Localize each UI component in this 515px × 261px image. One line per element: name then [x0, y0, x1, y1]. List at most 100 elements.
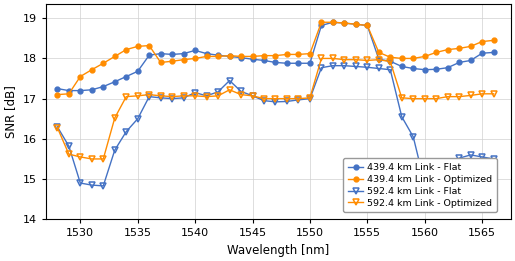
- 439.4 km Link - Optimized: [490, 39, 496, 42]
- 592.4 km Link - Flat: [238, 90, 244, 93]
- Y-axis label: SNR [dB]: SNR [dB]: [4, 85, 17, 138]
- 592.4 km Link - Optimized: [456, 95, 462, 98]
- 592.4 km Link - Optimized: [399, 96, 405, 99]
- 439.4 km Link - Flat: [296, 62, 302, 65]
- Line: 439.4 km Link - Flat: 439.4 km Link - Flat: [55, 20, 496, 93]
- 439.4 km Link - Optimized: [215, 55, 221, 58]
- 592.4 km Link - Optimized: [272, 97, 279, 100]
- 439.4 km Link - Flat: [134, 70, 141, 73]
- 592.4 km Link - Flat: [123, 130, 129, 133]
- 439.4 km Link - Optimized: [146, 44, 152, 47]
- 439.4 km Link - Flat: [272, 61, 279, 64]
- 592.4 km Link - Optimized: [364, 59, 370, 62]
- 439.4 km Link - Flat: [54, 87, 60, 90]
- 592.4 km Link - Flat: [169, 97, 175, 100]
- 592.4 km Link - Optimized: [330, 57, 336, 60]
- 439.4 km Link - Flat: [158, 52, 164, 55]
- 592.4 km Link - Flat: [341, 64, 348, 67]
- 439.4 km Link - Flat: [433, 68, 439, 71]
- 592.4 km Link - Optimized: [341, 58, 348, 61]
- 439.4 km Link - Optimized: [249, 55, 255, 58]
- 439.4 km Link - Optimized: [169, 60, 175, 63]
- 592.4 km Link - Flat: [112, 149, 118, 152]
- 592.4 km Link - Optimized: [307, 96, 313, 99]
- 439.4 km Link - Flat: [376, 58, 382, 61]
- 592.4 km Link - Optimized: [112, 116, 118, 120]
- 592.4 km Link - Optimized: [284, 97, 290, 100]
- 439.4 km Link - Flat: [410, 67, 416, 70]
- 439.4 km Link - Flat: [227, 55, 233, 58]
- 439.4 km Link - Optimized: [296, 53, 302, 56]
- 592.4 km Link - Flat: [422, 182, 428, 185]
- 592.4 km Link - Flat: [89, 183, 95, 187]
- 592.4 km Link - Flat: [158, 96, 164, 99]
- 439.4 km Link - Optimized: [353, 23, 359, 26]
- 592.4 km Link - Optimized: [89, 157, 95, 161]
- 439.4 km Link - Optimized: [456, 47, 462, 50]
- 592.4 km Link - Optimized: [318, 57, 324, 60]
- 592.4 km Link - Flat: [376, 67, 382, 70]
- 439.4 km Link - Flat: [203, 52, 210, 55]
- 439.4 km Link - Optimized: [410, 57, 416, 60]
- 592.4 km Link - Flat: [307, 97, 313, 100]
- 439.4 km Link - Optimized: [387, 56, 393, 59]
- 439.4 km Link - Optimized: [112, 55, 118, 58]
- 592.4 km Link - Flat: [181, 96, 187, 99]
- 439.4 km Link - Optimized: [364, 24, 370, 27]
- 439.4 km Link - Flat: [341, 21, 348, 25]
- 439.4 km Link - Flat: [307, 62, 313, 65]
- 592.4 km Link - Flat: [330, 64, 336, 67]
- 439.4 km Link - Optimized: [100, 62, 107, 65]
- 592.4 km Link - Flat: [387, 68, 393, 71]
- 592.4 km Link - Flat: [227, 79, 233, 82]
- 439.4 km Link - Optimized: [66, 92, 72, 95]
- 439.4 km Link - Optimized: [77, 75, 83, 78]
- 592.4 km Link - Flat: [444, 162, 451, 165]
- 592.4 km Link - Optimized: [77, 155, 83, 158]
- Legend: 439.4 km Link - Flat, 439.4 km Link - Optimized, 592.4 km Link - Flat, 592.4 km : 439.4 km Link - Flat, 439.4 km Link - Op…: [344, 158, 497, 212]
- 439.4 km Link - Optimized: [318, 21, 324, 24]
- 439.4 km Link - Flat: [77, 89, 83, 92]
- 592.4 km Link - Optimized: [410, 97, 416, 100]
- 592.4 km Link - Flat: [468, 153, 474, 157]
- Line: 592.4 km Link - Optimized: 592.4 km Link - Optimized: [54, 55, 497, 162]
- 439.4 km Link - Flat: [123, 75, 129, 78]
- 439.4 km Link - Optimized: [192, 57, 198, 60]
- 592.4 km Link - Optimized: [490, 92, 496, 95]
- 592.4 km Link - Optimized: [444, 95, 451, 98]
- 592.4 km Link - Flat: [66, 145, 72, 148]
- 439.4 km Link - Optimized: [444, 48, 451, 51]
- X-axis label: Wavelength [nm]: Wavelength [nm]: [227, 244, 330, 257]
- 439.4 km Link - Flat: [456, 61, 462, 64]
- 592.4 km Link - Flat: [272, 100, 279, 103]
- 439.4 km Link - Flat: [284, 62, 290, 65]
- 592.4 km Link - Flat: [134, 117, 141, 120]
- 439.4 km Link - Flat: [353, 23, 359, 26]
- 592.4 km Link - Optimized: [192, 94, 198, 97]
- 439.4 km Link - Optimized: [284, 53, 290, 56]
- 439.4 km Link - Optimized: [54, 93, 60, 96]
- 439.4 km Link - Flat: [192, 49, 198, 52]
- 592.4 km Link - Flat: [249, 94, 255, 97]
- 439.4 km Link - Optimized: [227, 54, 233, 57]
- 439.4 km Link - Optimized: [181, 58, 187, 61]
- 439.4 km Link - Optimized: [272, 54, 279, 57]
- 439.4 km Link - Flat: [330, 21, 336, 24]
- 592.4 km Link - Optimized: [54, 126, 60, 129]
- 439.4 km Link - Optimized: [307, 52, 313, 55]
- 439.4 km Link - Flat: [89, 88, 95, 91]
- 439.4 km Link - Flat: [249, 58, 255, 61]
- 592.4 km Link - Optimized: [158, 94, 164, 97]
- 439.4 km Link - Flat: [468, 59, 474, 62]
- 439.4 km Link - Flat: [490, 51, 496, 54]
- 439.4 km Link - Flat: [238, 56, 244, 59]
- Line: 439.4 km Link - Optimized: 439.4 km Link - Optimized: [55, 20, 496, 97]
- 439.4 km Link - Optimized: [479, 40, 485, 43]
- 592.4 km Link - Optimized: [479, 92, 485, 95]
- 592.4 km Link - Flat: [146, 95, 152, 98]
- 592.4 km Link - Flat: [410, 135, 416, 138]
- 592.4 km Link - Flat: [192, 91, 198, 94]
- 439.4 km Link - Flat: [422, 68, 428, 71]
- 439.4 km Link - Optimized: [261, 54, 267, 57]
- 592.4 km Link - Optimized: [387, 60, 393, 63]
